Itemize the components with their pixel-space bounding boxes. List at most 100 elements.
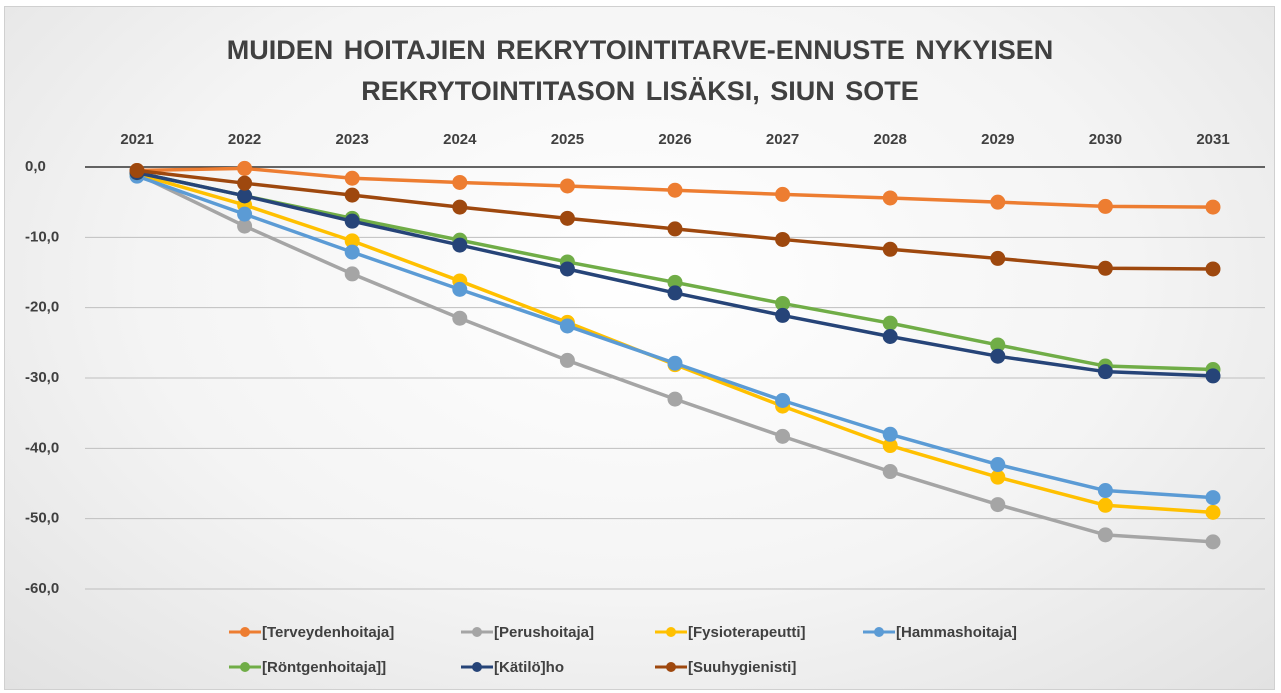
legend-label: [Terveydenhoitaja] bbox=[262, 623, 395, 641]
x-tick-label: 2021 bbox=[120, 131, 153, 148]
series-line bbox=[136, 170, 1214, 372]
data-point bbox=[882, 426, 898, 442]
x-tick-label: 2025 bbox=[551, 131, 584, 148]
legend-item: [Röntgenhoitaja]] bbox=[228, 657, 386, 677]
y-tick-label: -20,0 bbox=[25, 299, 59, 316]
data-point bbox=[559, 318, 575, 334]
data-point bbox=[1205, 199, 1221, 215]
legend-label: [Perushoitaja] bbox=[494, 623, 595, 641]
legend-item: [Hammashoitaja] bbox=[862, 622, 1017, 642]
data-point bbox=[1205, 368, 1221, 384]
series bbox=[129, 166, 1221, 520]
data-point bbox=[882, 464, 898, 480]
data-point bbox=[559, 210, 575, 226]
data-point bbox=[667, 391, 683, 407]
data-point bbox=[237, 218, 253, 234]
data-point bbox=[667, 285, 683, 301]
data-point bbox=[667, 355, 683, 371]
data-point bbox=[1205, 261, 1221, 277]
legend-swatch bbox=[229, 662, 261, 672]
data-point bbox=[990, 457, 1006, 473]
data-point bbox=[559, 178, 575, 194]
data-point bbox=[775, 231, 791, 247]
data-point bbox=[1205, 504, 1221, 520]
legend-item: [Suuhygienisti] bbox=[654, 657, 796, 677]
data-point bbox=[775, 393, 791, 409]
data-point bbox=[882, 190, 898, 206]
data-point bbox=[667, 274, 683, 290]
y-tick-label: -40,0 bbox=[25, 439, 59, 456]
data-point bbox=[344, 244, 360, 260]
data-point bbox=[882, 438, 898, 454]
x-tick-label: 2031 bbox=[1196, 131, 1229, 148]
data-point bbox=[344, 187, 360, 203]
series bbox=[129, 166, 1221, 550]
data-point bbox=[1097, 364, 1113, 380]
legend-label: [Suuhygienisti] bbox=[688, 658, 797, 676]
data-point bbox=[990, 194, 1006, 210]
data-point bbox=[344, 266, 360, 282]
legend-label: [Kätilö]ho bbox=[494, 658, 564, 676]
legend-label: [Fysioterapeutti] bbox=[688, 623, 806, 641]
x-tick-label: 2029 bbox=[981, 131, 1014, 148]
data-point bbox=[344, 233, 360, 249]
series bbox=[129, 168, 1221, 506]
data-point bbox=[237, 160, 253, 176]
data-point bbox=[237, 175, 253, 191]
data-point bbox=[1097, 527, 1113, 543]
data-point bbox=[237, 206, 253, 222]
legend-swatch bbox=[655, 627, 687, 637]
chart-area bbox=[4, 6, 1275, 690]
series bbox=[129, 160, 1221, 215]
y-tick-label: 0,0 bbox=[25, 158, 46, 175]
data-point bbox=[667, 221, 683, 237]
x-tick-label: 2030 bbox=[1089, 131, 1122, 148]
data-point bbox=[990, 497, 1006, 513]
y-tick-label: -30,0 bbox=[25, 369, 59, 386]
x-tick-label: 2028 bbox=[874, 131, 907, 148]
data-point bbox=[1097, 260, 1113, 276]
data-point bbox=[667, 182, 683, 198]
data-point bbox=[882, 315, 898, 331]
chart-title: MUIDEN HOITAJIEN REKRYTOINTITARVE-ENNUST… bbox=[226, 35, 1054, 106]
x-tick-label: 2024 bbox=[443, 131, 477, 148]
x-tick-label: 2022 bbox=[228, 131, 261, 148]
data-point bbox=[452, 281, 468, 297]
series bbox=[129, 163, 1221, 277]
data-point bbox=[775, 295, 791, 311]
data-point bbox=[559, 352, 575, 368]
y-tick-label: -10,0 bbox=[25, 228, 59, 245]
legend-item: [Fysioterapeutti] bbox=[654, 622, 806, 642]
x-tick-label: 2026 bbox=[658, 131, 691, 148]
legend-label: [Hammashoitaja] bbox=[896, 623, 1017, 641]
data-point bbox=[452, 310, 468, 326]
data-point bbox=[559, 261, 575, 277]
legend-item: [Kätilö]ho bbox=[460, 657, 564, 677]
data-point bbox=[129, 163, 145, 179]
data-point bbox=[990, 469, 1006, 485]
x-tick-label: 2027 bbox=[766, 131, 799, 148]
data-point bbox=[990, 348, 1006, 364]
data-point bbox=[452, 199, 468, 215]
data-point bbox=[775, 428, 791, 444]
legend-item: [Perushoitaja] bbox=[460, 622, 594, 642]
data-point bbox=[775, 186, 791, 202]
data-point bbox=[882, 329, 898, 345]
data-point bbox=[452, 237, 468, 253]
x-tick-label: 2023 bbox=[336, 131, 369, 148]
data-point bbox=[775, 307, 791, 323]
legend-label: [Röntgenhoitaja]] bbox=[262, 658, 387, 676]
data-point bbox=[1205, 490, 1221, 506]
legend-swatch bbox=[229, 627, 261, 637]
data-point bbox=[1097, 497, 1113, 513]
y-tick-label: -60,0 bbox=[25, 580, 59, 597]
legend-swatch bbox=[863, 627, 895, 637]
y-tick-label: -50,0 bbox=[25, 510, 59, 527]
legend-swatch bbox=[461, 662, 493, 672]
series bbox=[129, 165, 1221, 384]
data-point bbox=[344, 170, 360, 186]
data-point bbox=[1097, 198, 1113, 214]
data-point bbox=[882, 241, 898, 257]
legend-item: [Terveydenhoitaja] bbox=[228, 622, 394, 642]
